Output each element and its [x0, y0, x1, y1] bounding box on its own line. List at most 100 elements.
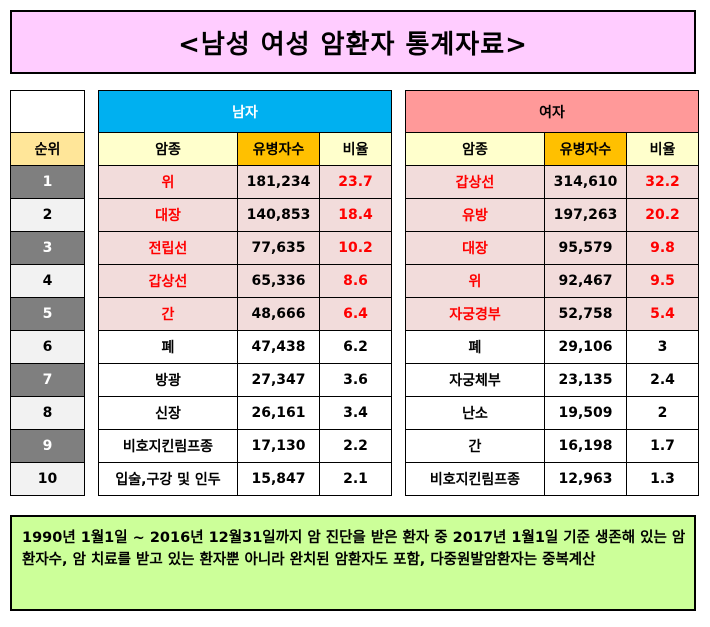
rank-cell: 8: [10, 396, 85, 430]
male-cancer-type: 폐: [98, 330, 238, 364]
male-row: 위 181,234 23.7: [98, 165, 392, 199]
rank-header: 순위: [10, 132, 85, 166]
female-patient-count: 23,135: [544, 363, 627, 397]
female-patient-count: 92,467: [544, 264, 627, 298]
female-cancer-type: 간: [405, 429, 545, 463]
female-header-count: 유병자수: [544, 132, 627, 166]
male-row: 대장 140,853 18.4: [98, 198, 392, 232]
male-ratio: 18.4: [319, 198, 392, 232]
female-row: 자궁경부 52,758 5.4: [405, 297, 699, 331]
rank-cell: 6: [10, 330, 85, 364]
male-ratio: 3.6: [319, 363, 392, 397]
male-patient-count: 17,130: [237, 429, 320, 463]
female-ratio: 20.2: [626, 198, 699, 232]
male-ratio: 6.2: [319, 330, 392, 364]
female-ratio: 2: [626, 396, 699, 430]
rank-cell: 4: [10, 264, 85, 298]
male-row: 간 48,666 6.4: [98, 297, 392, 331]
male-cancer-type: 신장: [98, 396, 238, 430]
male-ratio: 23.7: [319, 165, 392, 199]
rank-cell: 9: [10, 429, 85, 463]
male-cancer-type: 전립선: [98, 231, 238, 265]
rank-cell: 3: [10, 231, 85, 265]
female-patient-count: 12,963: [544, 462, 627, 496]
male-patient-count: 27,347: [237, 363, 320, 397]
female-header-type: 암종: [405, 132, 545, 166]
female-patient-count: 19,509: [544, 396, 627, 430]
male-patient-count: 15,847: [237, 462, 320, 496]
female-patient-count: 29,106: [544, 330, 627, 364]
male-ratio: 10.2: [319, 231, 392, 265]
female-cancer-type: 난소: [405, 396, 545, 430]
male-patient-count: 77,635: [237, 231, 320, 265]
male-patient-count: 65,336: [237, 264, 320, 298]
female-row: 난소 19,509 2: [405, 396, 699, 430]
male-row: 폐 47,438 6.2: [98, 330, 392, 364]
female-table: 여자 암종 유병자수 비율 갑상선 314,610 32.2 유방 197,26…: [405, 90, 699, 496]
page-title: <남성 여성 암환자 통계자료>: [10, 10, 696, 74]
male-row: 비호지킨림프종 17,130 2.2: [98, 429, 392, 463]
female-ratio: 32.2: [626, 165, 699, 199]
male-row: 전립선 77,635 10.2: [98, 231, 392, 265]
footnote: 1990년 1월1일 ~ 2016년 12월31일까지 암 진단을 받은 환자 …: [10, 515, 696, 611]
male-row: 방광 27,347 3.6: [98, 363, 392, 397]
female-cancer-type: 위: [405, 264, 545, 298]
male-cancer-type: 대장: [98, 198, 238, 232]
male-ratio: 2.1: [319, 462, 392, 496]
female-row: 갑상선 314,610 32.2: [405, 165, 699, 199]
female-patient-count: 52,758: [544, 297, 627, 331]
male-patient-count: 26,161: [237, 396, 320, 430]
male-ratio: 6.4: [319, 297, 392, 331]
female-ratio: 1.3: [626, 462, 699, 496]
female-cancer-type: 자궁경부: [405, 297, 545, 331]
female-row: 대장 95,579 9.8: [405, 231, 699, 265]
male-cancer-type: 위: [98, 165, 238, 199]
male-header-ratio: 비율: [319, 132, 392, 166]
male-ratio: 3.4: [319, 396, 392, 430]
female-header-ratio: 비율: [626, 132, 699, 166]
male-table-title: 남자: [98, 90, 392, 133]
female-row: 자궁체부 23,135 2.4: [405, 363, 699, 397]
female-ratio: 9.8: [626, 231, 699, 265]
female-patient-count: 16,198: [544, 429, 627, 463]
female-ratio: 3: [626, 330, 699, 364]
female-row: 유방 197,263 20.2: [405, 198, 699, 232]
female-row: 간 16,198 1.7: [405, 429, 699, 463]
male-row: 신장 26,161 3.4: [98, 396, 392, 430]
female-row: 위 92,467 9.5: [405, 264, 699, 298]
male-patient-count: 47,438: [237, 330, 320, 364]
male-patient-count: 48,666: [237, 297, 320, 331]
female-cancer-type: 폐: [405, 330, 545, 364]
female-cancer-type: 비호지킨림프종: [405, 462, 545, 496]
female-row: 비호지킨림프종 12,963 1.3: [405, 462, 699, 496]
female-table-title: 여자: [405, 90, 699, 133]
female-patient-count: 314,610: [544, 165, 627, 199]
male-header-count: 유병자수: [237, 132, 320, 166]
male-row: 갑상선 65,336 8.6: [98, 264, 392, 298]
male-ratio: 2.2: [319, 429, 392, 463]
female-ratio: 2.4: [626, 363, 699, 397]
female-cancer-type: 대장: [405, 231, 545, 265]
rank-cell: 5: [10, 297, 85, 331]
male-cancer-type: 간: [98, 297, 238, 331]
female-cancer-type: 자궁체부: [405, 363, 545, 397]
female-row: 폐 29,106 3: [405, 330, 699, 364]
female-cancer-type: 유방: [405, 198, 545, 232]
rank-column: 순위 1 2 3 4 5 6 7 8 9 10: [10, 90, 85, 496]
rank-cell: 7: [10, 363, 85, 397]
male-header-type: 암종: [98, 132, 238, 166]
male-patient-count: 140,853: [237, 198, 320, 232]
rank-cell: 2: [10, 198, 85, 232]
rank-blank-cell: [10, 90, 85, 133]
rank-cell: 10: [10, 462, 85, 496]
male-patient-count: 181,234: [237, 165, 320, 199]
female-patient-count: 197,263: [544, 198, 627, 232]
male-cancer-type: 갑상선: [98, 264, 238, 298]
female-patient-count: 95,579: [544, 231, 627, 265]
male-table: 남자 암종 유병자수 비율 위 181,234 23.7 대장 140,853 …: [98, 90, 392, 496]
male-cancer-type: 방광: [98, 363, 238, 397]
male-cancer-type: 비호지킨림프종: [98, 429, 238, 463]
male-ratio: 8.6: [319, 264, 392, 298]
male-row: 입술,구강 및 인두 15,847 2.1: [98, 462, 392, 496]
female-ratio: 5.4: [626, 297, 699, 331]
